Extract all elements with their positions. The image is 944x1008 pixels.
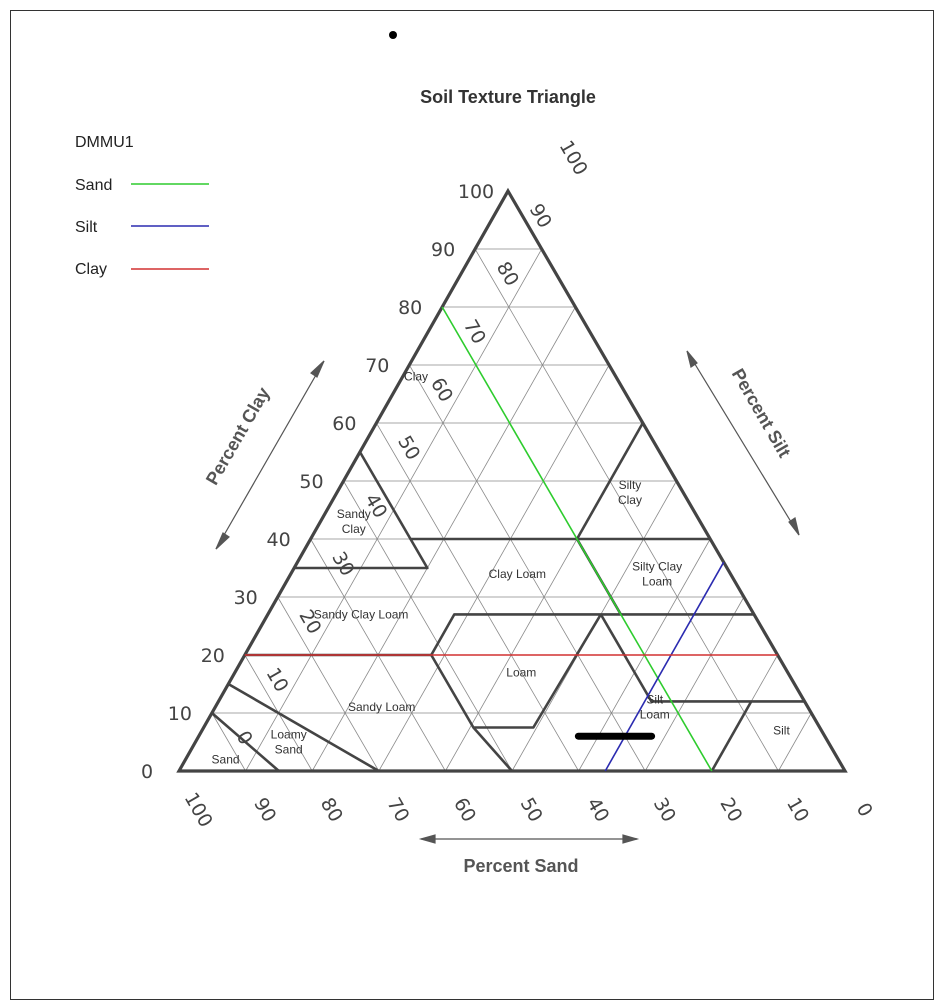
class-label-10-1: Sand [275, 743, 303, 757]
chart-title: Soil Texture Triangle [420, 87, 596, 107]
tick-clay-40: 40 [267, 529, 291, 551]
class-label-3-0: Clay Loam [489, 567, 546, 581]
sample-lines [244, 306, 778, 772]
stray-dot [389, 31, 397, 39]
triangle-outline [176, 187, 848, 773]
class-boundary-6 [472, 726, 513, 772]
tick-clay-90: 90 [431, 239, 455, 261]
triangle-grid [211, 248, 812, 772]
figure-frame: Soil Texture Triangle DMMU1 Sand Silt Cl… [10, 10, 934, 1000]
grid-sand-70 [277, 596, 380, 772]
tick-silt-0: 0 [232, 727, 257, 748]
tick-clay-0: 0 [141, 761, 153, 783]
class-label-4-1: Loam [642, 574, 672, 588]
class-label-5-0: Sandy Clay Loam [314, 607, 409, 621]
class-boundary-10 [211, 712, 280, 772]
class-label-4-0: Silty Clay [632, 559, 682, 573]
class-boundary-8 [710, 700, 753, 772]
tick-sand-20: 20 [715, 794, 746, 826]
tick-clay-100: 100 [458, 181, 494, 203]
grid-sand-90 [211, 712, 246, 772]
grid-silt-30 [378, 364, 610, 772]
class-label-1-1: Clay [618, 493, 642, 507]
class-label-2-0: Sandy [337, 507, 371, 521]
tick-clay-70: 70 [365, 355, 389, 377]
tick-sand-80: 80 [316, 794, 347, 826]
class-label-2-1: Clay [342, 522, 366, 536]
grid-sand-30 [408, 364, 646, 772]
class-boundary-0 [358, 451, 412, 540]
tick-clay-60: 60 [332, 413, 356, 435]
silt-axis-arrow [686, 350, 800, 536]
axis-label-sand: Percent Sand [463, 856, 578, 876]
legend-heading: DMMU1 [75, 134, 134, 151]
sand-line [441, 306, 713, 772]
tick-clay-10: 10 [168, 703, 192, 725]
tick-clay-30: 30 [234, 587, 258, 609]
tick-silt-100: 100 [555, 137, 592, 179]
class-label-10-0: Loamy [271, 728, 307, 742]
class-label-6-0: Loam [506, 665, 536, 679]
tick-sand-70: 70 [382, 794, 413, 826]
axis-label-clay: Percent Clay [202, 384, 274, 488]
grid-silt-90 [778, 712, 812, 772]
class-boundary-7 [599, 613, 805, 703]
tick-clay-20: 20 [201, 645, 225, 667]
class-boundary-2 [294, 537, 623, 729]
clay-axis-arrow [215, 360, 325, 550]
soil-texture-triangle-figure: Soil Texture Triangle DMMU1 Sand Silt Cl… [75, 31, 877, 876]
grid-sand-10 [474, 248, 779, 772]
legend-label-clay: Clay [75, 261, 107, 278]
tick-sand-30: 30 [649, 794, 680, 826]
class-label-7-0: Sandy Loam [348, 700, 415, 714]
tick-sand-90: 90 [249, 794, 280, 826]
tick-sand-40: 40 [582, 794, 613, 826]
class-label-8-0: Silt [646, 693, 663, 707]
tick-sand-50: 50 [516, 794, 547, 826]
legend-label-sand: Sand [75, 177, 112, 194]
class-boundary-9 [227, 682, 380, 773]
class-label-11-0: Sand [212, 752, 240, 766]
class-label-9-0: Silt [773, 723, 790, 737]
class-label-0-0: Clay [404, 370, 428, 384]
tick-sand-60: 60 [449, 794, 480, 826]
legend: DMMU1 Sand Silt Clay [75, 134, 209, 278]
grid-silt-70 [644, 596, 745, 772]
sand-axis-arrow [418, 834, 640, 844]
class-boundary-1 [575, 422, 644, 540]
axis-label-silt: Percent Silt [728, 365, 795, 461]
grid-sand-50 [343, 480, 513, 772]
class-label-8-1: Loam [640, 708, 670, 722]
class-label-1-0: Silty [619, 478, 642, 492]
tick-sand-100: 100 [180, 789, 217, 831]
tick-sand-10: 10 [782, 794, 813, 826]
tick-clay-80: 80 [398, 297, 422, 319]
tick-sand-0: 0 [852, 799, 877, 820]
tick-clay-50: 50 [299, 471, 323, 493]
legend-label-silt: Silt [75, 219, 98, 236]
